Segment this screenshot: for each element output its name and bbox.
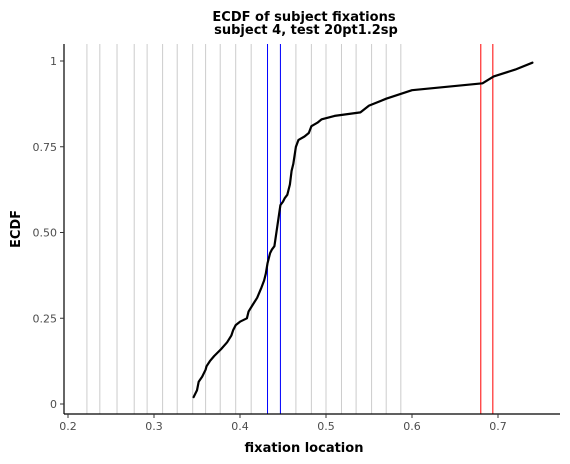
ecdf-line-0 — [192, 61, 534, 399]
y-tick-label-2: 0.50 — [33, 227, 58, 240]
y-axis-title: ECDF — [9, 210, 24, 248]
vertical-grid-lines — [86, 44, 402, 414]
x-tick-label-2: 0.4 — [231, 420, 249, 433]
ecdf-series — [192, 61, 534, 399]
x-tick-label-0: 0.2 — [59, 420, 77, 433]
x-axis-title: fixation location — [245, 441, 364, 456]
y-tick-label-1: 0.25 — [33, 312, 58, 325]
x-tick-label-5: 0.7 — [489, 420, 507, 433]
axes — [60, 44, 560, 418]
chart-title-line-1: ECDF of subject fixations — [212, 10, 395, 25]
chart-title-line-2: subject 4, test 20pt1.2sp — [214, 23, 398, 38]
y-tick-label-3: 0.75 — [33, 141, 58, 154]
y-tick-label-4: 1 — [50, 55, 57, 68]
tick-labels: 0.2 0.3 0.4 0.5 0.6 0.7 0 0.25 0.50 0.75 1 — [33, 55, 507, 433]
x-tick-label-3: 0.5 — [317, 420, 335, 433]
reference-lines — [267, 44, 494, 414]
x-tick-label-1: 0.3 — [145, 420, 163, 433]
y-tick-label-0: 0 — [50, 398, 57, 411]
x-tick-label-4: 0.6 — [403, 420, 421, 433]
